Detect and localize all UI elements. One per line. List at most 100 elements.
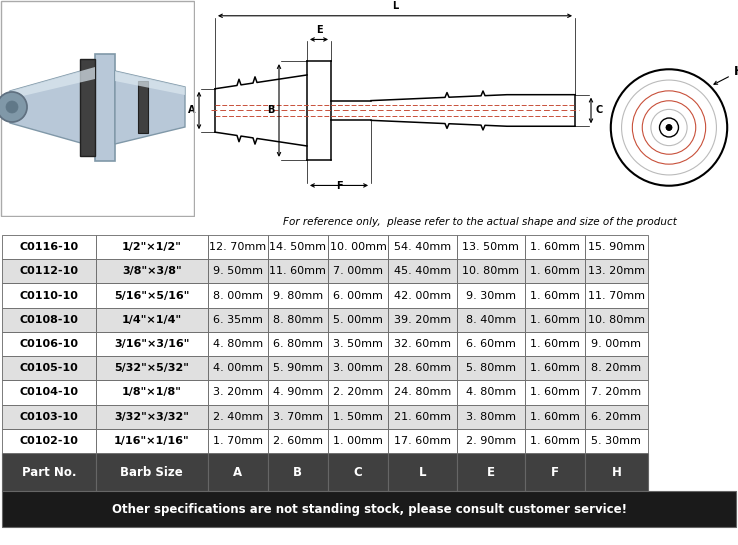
Bar (2, 259, 96, 283)
Text: Barb Size: Barb Size (120, 465, 183, 479)
Polygon shape (10, 67, 95, 99)
Bar (525, 429, 584, 453)
Text: L: L (392, 1, 398, 11)
Polygon shape (115, 71, 185, 144)
Text: 4. 00mm: 4. 00mm (213, 363, 263, 373)
Bar (525, 332, 584, 356)
Text: 42. 00mm: 42. 00mm (394, 290, 451, 300)
Bar (584, 453, 648, 491)
Bar (96, 308, 207, 332)
Text: A: A (233, 465, 242, 479)
Text: 3. 50mm: 3. 50mm (333, 339, 383, 349)
Text: F: F (551, 465, 559, 479)
Text: 39. 20mm: 39. 20mm (394, 315, 451, 325)
Bar (328, 380, 388, 404)
Text: 5/32"×5/32": 5/32"×5/32" (114, 363, 189, 373)
Bar (457, 380, 525, 404)
Circle shape (0, 92, 27, 122)
Text: 54. 40mm: 54. 40mm (394, 242, 451, 252)
Bar (96, 356, 207, 380)
Text: 1. 60mm: 1. 60mm (530, 387, 579, 397)
Bar (388, 453, 457, 491)
Bar (388, 429, 457, 453)
Text: C0102-10: C0102-10 (19, 436, 78, 446)
Text: 1. 60mm: 1. 60mm (530, 436, 579, 446)
Text: C: C (595, 106, 602, 116)
Bar (525, 259, 584, 283)
Bar (584, 235, 648, 259)
Bar (207, 380, 268, 404)
Circle shape (666, 125, 672, 130)
Text: 6. 20mm: 6. 20mm (591, 411, 641, 422)
Text: 1. 60mm: 1. 60mm (530, 290, 579, 300)
Text: 8. 20mm: 8. 20mm (591, 363, 641, 373)
Bar (207, 283, 268, 308)
Text: H: H (611, 465, 621, 479)
Text: 9. 80mm: 9. 80mm (273, 290, 323, 300)
Bar (525, 356, 584, 380)
Bar (328, 259, 388, 283)
Bar (2, 429, 96, 453)
Bar (2, 283, 96, 308)
Bar (584, 332, 648, 356)
Text: 6. 60mm: 6. 60mm (466, 339, 516, 349)
Bar (96, 404, 207, 429)
Text: 10. 00mm: 10. 00mm (330, 242, 387, 252)
Bar (388, 283, 457, 308)
Text: 12. 70mm: 12. 70mm (209, 242, 266, 252)
Bar (457, 308, 525, 332)
Text: 28. 60mm: 28. 60mm (394, 363, 451, 373)
Text: E: E (316, 25, 323, 35)
Text: 1. 60mm: 1. 60mm (530, 411, 579, 422)
Text: C0110-10: C0110-10 (19, 290, 78, 300)
Bar (207, 429, 268, 453)
Bar (2, 404, 96, 429)
Bar (584, 429, 648, 453)
Bar (2, 308, 96, 332)
Text: 1. 60mm: 1. 60mm (530, 242, 579, 252)
Bar (525, 453, 584, 491)
Text: 9. 30mm: 9. 30mm (466, 290, 516, 300)
Bar (96, 429, 207, 453)
Text: 1. 60mm: 1. 60mm (530, 315, 579, 325)
Bar (525, 235, 584, 259)
Bar (525, 404, 584, 429)
Bar (207, 332, 268, 356)
Text: 15. 90mm: 15. 90mm (588, 242, 645, 252)
Bar (457, 404, 525, 429)
Text: 9. 00mm: 9. 00mm (591, 339, 641, 349)
Polygon shape (95, 54, 115, 161)
Text: 1/2"×1/2": 1/2"×1/2" (122, 242, 182, 252)
Text: 6. 35mm: 6. 35mm (213, 315, 263, 325)
Polygon shape (138, 81, 148, 133)
Text: 32. 60mm: 32. 60mm (394, 339, 451, 349)
Bar (328, 356, 388, 380)
Text: F: F (336, 181, 342, 191)
Text: L: L (419, 465, 427, 479)
Text: 4. 80mm: 4. 80mm (466, 387, 516, 397)
Text: 8. 40mm: 8. 40mm (466, 315, 516, 325)
Text: C0108-10: C0108-10 (19, 315, 78, 325)
Bar (328, 235, 388, 259)
Text: C: C (354, 465, 362, 479)
Text: 10. 80mm: 10. 80mm (462, 267, 520, 276)
Bar (457, 259, 525, 283)
Polygon shape (80, 59, 95, 156)
Text: 4. 90mm: 4. 90mm (273, 387, 323, 397)
Bar (268, 259, 328, 283)
Text: 3/16"×3/16": 3/16"×3/16" (114, 339, 190, 349)
Text: C0106-10: C0106-10 (19, 339, 78, 349)
Text: 2. 90mm: 2. 90mm (466, 436, 516, 446)
Bar (328, 429, 388, 453)
Text: For reference only,  please refer to the actual shape and size of the product: For reference only, please refer to the … (283, 217, 677, 227)
Text: 13. 50mm: 13. 50mm (463, 242, 520, 252)
Bar (388, 259, 457, 283)
Text: 1/8"×1/8": 1/8"×1/8" (122, 387, 182, 397)
Text: 2. 60mm: 2. 60mm (273, 436, 323, 446)
Bar (457, 356, 525, 380)
Bar (268, 356, 328, 380)
Text: C0112-10: C0112-10 (19, 267, 78, 276)
Bar (207, 259, 268, 283)
Bar (2, 380, 96, 404)
Text: C0103-10: C0103-10 (20, 411, 78, 422)
